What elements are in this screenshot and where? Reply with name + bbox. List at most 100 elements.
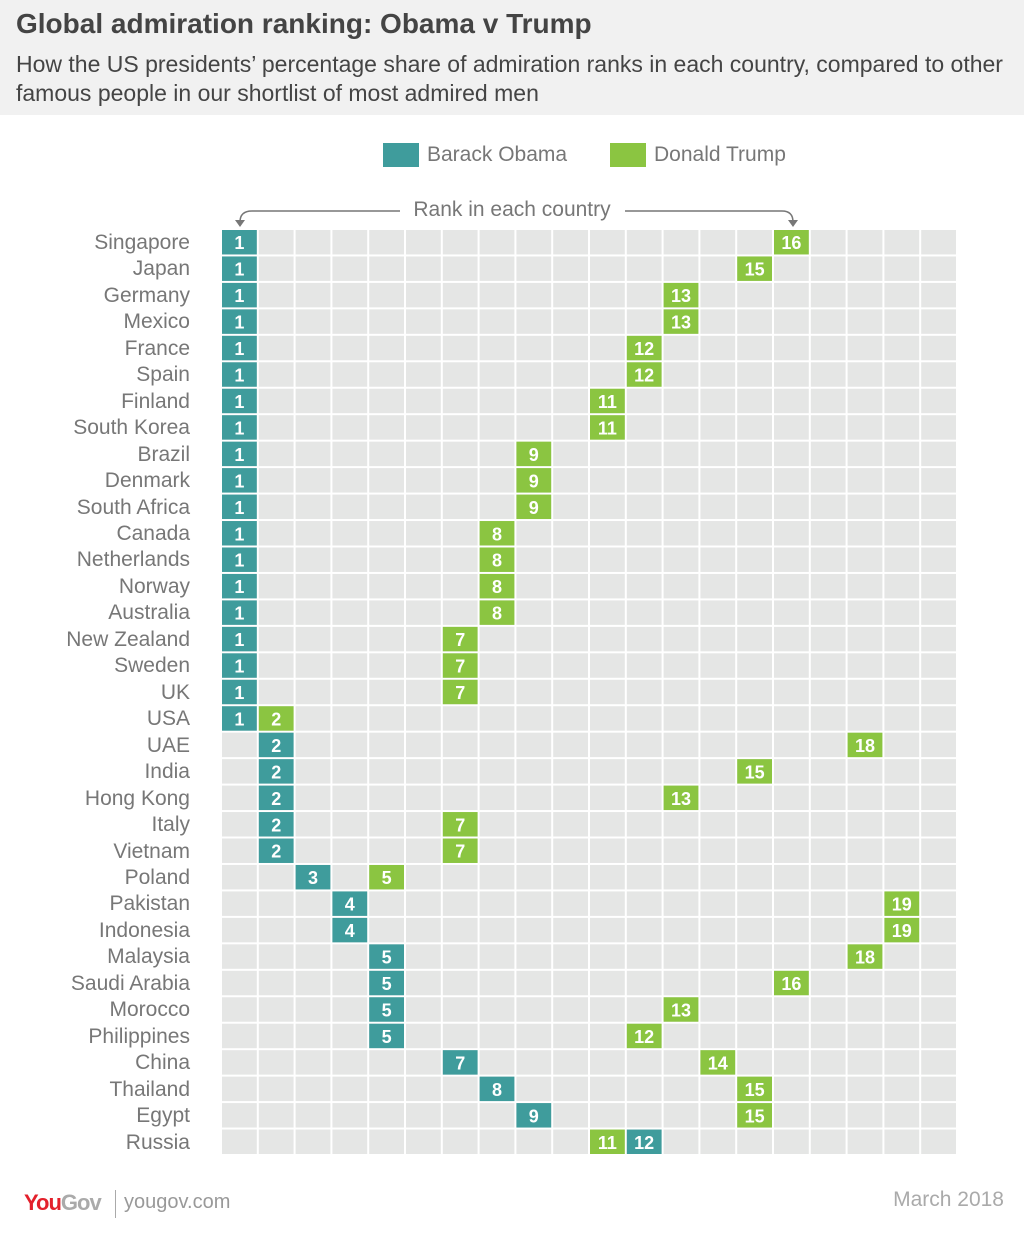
grid-cell	[332, 388, 368, 414]
obama-rank-label: 1	[234, 471, 244, 491]
grid-cell	[442, 864, 478, 890]
grid-cell	[479, 1050, 515, 1075]
grid-cell	[258, 309, 294, 334]
country-label: UAE	[146, 733, 190, 757]
trump-rank-mark	[737, 1103, 772, 1128]
grid-cell	[810, 626, 846, 652]
grid-cell	[921, 864, 956, 890]
grid-cell	[663, 230, 699, 255]
grid-cell	[516, 1129, 552, 1154]
grid-cell	[737, 230, 772, 255]
grid-cell	[626, 917, 662, 943]
grid-cell	[700, 1076, 736, 1102]
grid-cell	[516, 917, 552, 943]
grid-cell	[774, 573, 809, 599]
grid-cell	[626, 759, 662, 784]
grid-cell	[921, 997, 956, 1022]
grid-cell	[332, 335, 368, 361]
grid-cell	[810, 838, 846, 863]
trump-rank-label: 12	[634, 1027, 654, 1047]
grid-cell	[369, 891, 404, 916]
country-label: Philippines	[88, 1024, 190, 1048]
grid-cell	[479, 970, 515, 996]
grid-cell	[626, 1076, 662, 1102]
grid-cell	[369, 573, 404, 599]
grid-cell	[737, 415, 772, 440]
grid-cell	[516, 600, 552, 625]
grid-cell	[737, 468, 772, 493]
grid-cell	[626, 600, 662, 625]
obama-rank-mark	[369, 970, 404, 996]
grid-cell	[442, 1023, 478, 1049]
grid-cell	[258, 944, 294, 969]
grid-cell	[700, 864, 736, 890]
obama-rank-label: 1	[234, 418, 244, 438]
obama-rank-mark	[258, 785, 294, 811]
grid-cell	[479, 759, 515, 784]
grid-cell	[626, 732, 662, 758]
grid-cell	[553, 626, 588, 652]
grid-cell	[590, 282, 625, 308]
grid-cell	[590, 1103, 625, 1128]
trump-rank-label: 15	[745, 1080, 765, 1100]
grid-cell	[884, 944, 920, 969]
grid-cell	[442, 759, 478, 784]
grid-cell	[479, 1023, 515, 1049]
grid-cell	[479, 679, 515, 705]
obama-rank-mark	[222, 388, 257, 414]
grid-cell	[810, 282, 846, 308]
grid-cell	[590, 494, 625, 520]
trump-rank-mark	[442, 653, 478, 678]
trump-rank-label: 7	[455, 657, 465, 677]
grid-cell	[406, 679, 441, 705]
trump-rank-mark	[737, 759, 772, 784]
grid-cell	[774, 1129, 809, 1154]
grid-cell	[479, 732, 515, 758]
grid-cell	[737, 600, 772, 625]
grid-cell	[590, 1050, 625, 1075]
grid-cell	[921, 1050, 956, 1075]
grid-cell	[332, 1129, 368, 1154]
country-label: France	[124, 336, 190, 360]
obama-rank-label: 1	[234, 233, 244, 253]
trump-rank-mark	[774, 970, 809, 996]
grid-cell	[332, 838, 368, 863]
grid-cell	[663, 494, 699, 520]
trump-rank-mark	[737, 1076, 772, 1102]
grid-cell	[774, 679, 809, 705]
obama-rank-label: 1	[234, 604, 244, 624]
grid-cell	[222, 1050, 257, 1075]
grid-cell	[884, 864, 920, 890]
grid-cell	[295, 230, 331, 255]
arrowhead-left	[235, 220, 245, 227]
grid-cell	[737, 547, 772, 572]
grid-cell	[479, 388, 515, 414]
grid-cell	[663, 521, 699, 546]
grid-cell	[847, 1129, 883, 1154]
grid-cell	[737, 494, 772, 520]
grid-cell	[406, 600, 441, 625]
axis-label: Rank in each country	[0, 198, 1024, 222]
grid-cell	[590, 573, 625, 599]
grid-cell	[663, 626, 699, 652]
obama-rank-label: 1	[234, 260, 244, 280]
grid-cell	[921, 785, 956, 811]
grid-cell	[700, 600, 736, 625]
grid-cell	[921, 521, 956, 546]
obama-rank-mark	[369, 1023, 404, 1049]
axis-arrow-left	[239, 210, 400, 223]
grid-cell	[884, 230, 920, 255]
obama-rank-label: 8	[492, 1080, 502, 1100]
obama-rank-label: 1	[234, 339, 244, 359]
grid-cell	[369, 494, 404, 520]
grid-cell	[553, 230, 588, 255]
grid-cell	[332, 573, 368, 599]
grid-cell	[516, 415, 552, 440]
grid-cell	[884, 600, 920, 625]
country-label: Singapore	[94, 231, 190, 254]
grid-cell	[774, 785, 809, 811]
obama-rank-label: 4	[345, 895, 355, 915]
country-label: UK	[160, 680, 190, 704]
grid-cell	[884, 653, 920, 678]
grid-cell	[847, 256, 883, 281]
